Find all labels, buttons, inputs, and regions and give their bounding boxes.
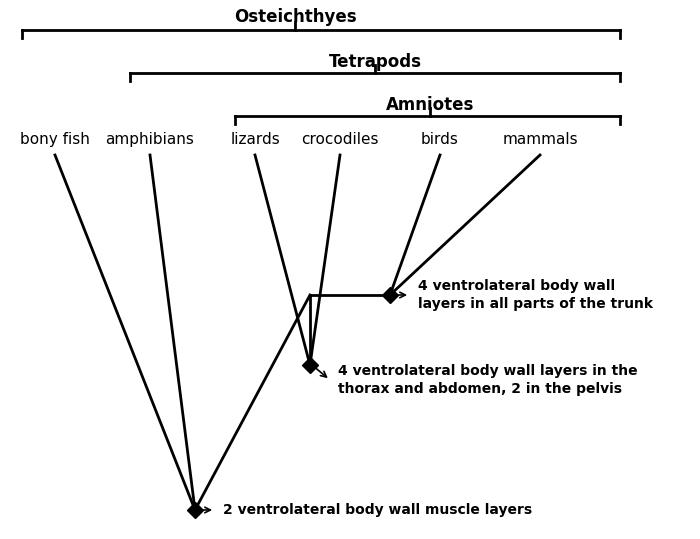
Text: lizards: lizards [230,132,280,147]
Text: crocodiles: crocodiles [301,132,379,147]
Text: Amniotes: Amniotes [386,96,474,114]
Text: 4 ventrolateral body wall layers in the
thorax and abdomen, 2 in the pelvis: 4 ventrolateral body wall layers in the … [338,364,638,396]
Text: amphibians: amphibians [106,132,195,147]
Text: 2 ventrolateral body wall muscle layers: 2 ventrolateral body wall muscle layers [223,503,532,517]
Text: mammals: mammals [502,132,578,147]
Text: birds: birds [421,132,459,147]
Text: 4 ventrolateral body wall
layers in all parts of the trunk: 4 ventrolateral body wall layers in all … [418,279,653,311]
Text: Osteichthyes: Osteichthyes [234,8,356,26]
Text: Tetrapods: Tetrapods [328,53,421,71]
Text: bony fish: bony fish [20,132,90,147]
